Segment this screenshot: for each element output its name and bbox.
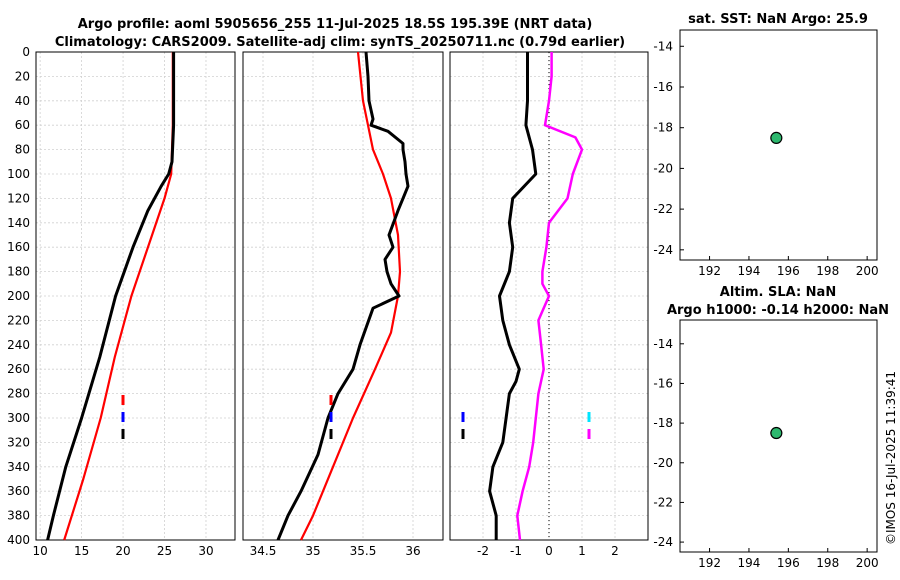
- x-tick-label: 198: [816, 556, 839, 570]
- y-tick-label: 280: [7, 387, 30, 401]
- x-tick-label: 10: [33, 544, 48, 558]
- map-frame: [679, 319, 878, 553]
- x-tick-label: 198: [816, 264, 839, 278]
- y-tick-label: 0: [22, 45, 30, 59]
- y-tick-label: 100: [7, 167, 30, 181]
- x-tick-label: 194: [737, 556, 760, 570]
- y-tick-label: 160: [7, 240, 30, 254]
- x-tick-label: 35: [305, 544, 320, 558]
- plot-frame: [242, 51, 444, 541]
- y-tick-label: 80: [15, 143, 30, 157]
- y-tick-label: -14: [653, 337, 673, 351]
- argo-position-marker: [770, 131, 783, 144]
- y-tick-label: 300: [7, 411, 30, 425]
- y-tick-label: -24: [653, 243, 673, 257]
- sst-map-panel: -14 -16 -18 -20 -22 -24 192 194 196 198 200: [653, 29, 879, 278]
- y-tick-label: -20: [653, 161, 673, 175]
- y-tick-label: -16: [653, 80, 673, 94]
- figure-title-line1: Argo profile: aoml 5905656_255 11-Jul-20…: [78, 17, 593, 32]
- y-tick-label: -22: [653, 495, 673, 509]
- x-tick-label: 200: [856, 556, 879, 570]
- y-tick-label: 120: [7, 191, 30, 205]
- y-tick-label: -22: [653, 202, 673, 216]
- watermark: ©IMOS 16-Jul-2025 11:39:41: [884, 371, 898, 545]
- y-tick-label: 320: [7, 435, 30, 449]
- y-tick-label: 220: [7, 313, 30, 327]
- x-tick-label: 2: [611, 544, 619, 558]
- y-tick-label: 260: [7, 362, 30, 376]
- y-tick-label: -16: [653, 376, 673, 390]
- series-s-difference-argo: [516, 52, 584, 541]
- y-tick-label: -14: [653, 39, 673, 53]
- y-tick-label: 400: [7, 533, 30, 547]
- y-tick-label: 180: [7, 265, 30, 279]
- series-argo: [276, 51, 410, 541]
- series-climatology: [300, 51, 402, 541]
- y-tick-label: 140: [7, 216, 30, 230]
- y-tick-label: -20: [653, 456, 673, 470]
- x-tick-label: 196: [777, 264, 800, 278]
- x-tick-label: 192: [698, 264, 721, 278]
- y-tick-label: 20: [15, 69, 30, 83]
- x-tick-label: 194: [737, 264, 760, 278]
- y-tick-label: 360: [7, 484, 30, 498]
- salinity-panel: 34.5 35 35.5 36: [242, 51, 444, 558]
- x-tick-label: 20: [115, 544, 130, 558]
- plot-frame: [35, 51, 236, 541]
- sla-map-title-line2: Argo h1000: -0.14 h2000: NaN: [667, 303, 889, 318]
- x-tick-label: 34.5: [250, 544, 277, 558]
- y-tick-label: -18: [653, 121, 673, 135]
- map-frame: [679, 29, 878, 261]
- y-tick-label: 40: [15, 94, 30, 108]
- x-tick-label: 192: [698, 556, 721, 570]
- y-tick-label: 380: [7, 509, 30, 523]
- x-tick-label: 36: [405, 544, 420, 558]
- x-tick-label: 196: [777, 556, 800, 570]
- x-tick-label: 15: [74, 544, 89, 558]
- x-tick-label: -2: [477, 544, 489, 558]
- y-tick-label: -18: [653, 416, 673, 430]
- x-tick-label: -1: [510, 544, 522, 558]
- series-t-difference-argo: [488, 52, 538, 540]
- x-tick-label: 25: [157, 544, 172, 558]
- x-tick-label: 200: [856, 264, 879, 278]
- sla-map-panel: -14 -16 -18 -20 -22 -24 192 194 196 198 200: [653, 319, 879, 570]
- y-tick-label: 200: [7, 289, 30, 303]
- argo-position-marker: [770, 426, 783, 440]
- difference-panel: -2 -1 0 1 2: [449, 51, 649, 558]
- temperature-panel: 0 20 40 60 80 100 120 140 160 180 200 220 240 260 280 3…: [7, 45, 236, 558]
- y-tick-label: 340: [7, 460, 30, 474]
- x-tick-label: 30: [198, 544, 213, 558]
- figure-title-line2: Climatology: CARS2009. Satellite-adj cli…: [55, 35, 625, 50]
- series-argo: [46, 52, 176, 541]
- y-tick-label: 60: [15, 118, 30, 132]
- sla-map-title-line1: Altim. SLA: NaN: [720, 285, 836, 300]
- x-tick-label: 1: [578, 544, 586, 558]
- sst-map-title: sat. SST: NaN Argo: 25.9: [688, 12, 868, 27]
- y-tick-label: 240: [7, 338, 30, 352]
- x-tick-label: 35.5: [350, 544, 377, 558]
- y-tick-label: -24: [653, 535, 673, 549]
- x-tick-label: 0: [545, 544, 553, 558]
